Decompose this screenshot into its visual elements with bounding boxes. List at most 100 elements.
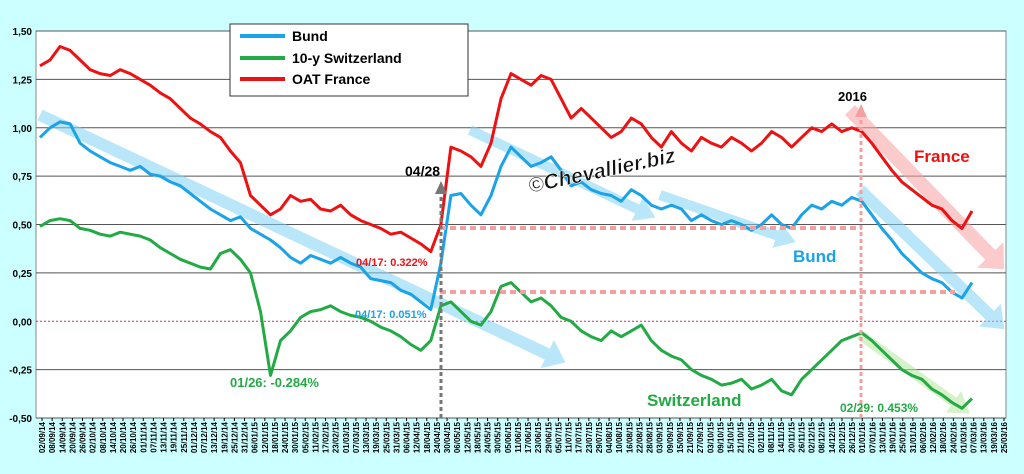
x-tick-label: 01/12/14 xyxy=(190,421,199,453)
x-tick-label: 18/04/15 xyxy=(423,421,432,453)
x-tick-label: 01/11/14 xyxy=(139,421,148,452)
date-marker-arrow xyxy=(435,181,447,194)
legend: Bund 10-y Switzerland OAT France xyxy=(229,23,469,97)
x-tick-label: 13/11/14 xyxy=(160,421,169,452)
trend-arrow-head xyxy=(979,304,1005,330)
x-tick-label: 18/05/15 xyxy=(473,421,482,453)
x-tick-label: 29/07/15 xyxy=(595,421,604,453)
bund-label: Bund xyxy=(793,247,836,266)
x-tick-label: 14/10/14 xyxy=(109,421,118,453)
series-line-1 xyxy=(39,217,974,410)
x-tick-label: 06/04/15 xyxy=(403,421,412,453)
x-tick-label: 06/01/15 xyxy=(251,421,260,453)
x-tick-label: 05/02/15 xyxy=(301,421,310,453)
x-tick-label: 25/12/14 xyxy=(230,421,239,453)
x-tick-label: 31/03/15 xyxy=(392,421,401,453)
x-tick-label: 05/07/15 xyxy=(554,421,563,453)
france-label: France xyxy=(914,147,970,166)
x-tick-label: 30/01/15 xyxy=(291,421,300,453)
x-tick-label: 03/09/15 xyxy=(656,421,665,453)
x-tick-label: 08/12/15 xyxy=(818,421,827,453)
x-tick-label: 20/10/14 xyxy=(119,421,128,453)
x-tick-label: 25/03/15 xyxy=(382,421,391,453)
x-tick-label: 24/02/16 xyxy=(949,421,958,453)
x-tick-label: 07/03/15 xyxy=(352,421,361,453)
x-tick-label: 10/08/15 xyxy=(615,421,624,453)
trend-arrow-shaft xyxy=(844,105,996,260)
trend-arrow-head xyxy=(540,339,566,369)
x-tick-label: 22/08/15 xyxy=(635,421,644,453)
x-tick-label: 23/06/15 xyxy=(534,421,543,453)
series-line-0 xyxy=(38,120,974,312)
x-tick-label: 11/02/15 xyxy=(311,421,320,452)
x-tick-label: 07/12/14 xyxy=(200,421,209,453)
x-tick-label: 17/07/15 xyxy=(575,421,584,453)
x-tick-label: 06/02/16 xyxy=(919,421,928,453)
x-tick-label: 07/11/14 xyxy=(149,421,158,452)
x-tick-label: 26/10/14 xyxy=(129,421,138,453)
x-tick-label: 14/09/14 xyxy=(58,421,67,453)
swiss-low2-annotation: 02/29: 0.453% xyxy=(840,401,918,415)
year-annotation: 2016 xyxy=(838,89,867,104)
x-tick-label: 13/03/16 xyxy=(980,421,989,453)
grid xyxy=(36,30,1006,419)
x-tick-label: 13/01/16 xyxy=(878,421,887,453)
x-tick-label: 24/05/15 xyxy=(484,421,493,453)
x-tick-label: 23/02/15 xyxy=(332,421,341,453)
x-tick-label: 12/04/15 xyxy=(413,421,422,453)
x-tick-label: 21/10/15 xyxy=(737,421,746,453)
x-tick-label: 19/03/15 xyxy=(372,421,381,453)
x-tick-label: 20/09/14 xyxy=(68,421,77,453)
x-tick-label: 12/05/15 xyxy=(463,421,472,453)
legend-label-france: OAT France xyxy=(292,71,371,87)
x-tick-label: 07/01/16 xyxy=(868,421,877,453)
x-tick-label: 08/09/14 xyxy=(48,421,57,453)
y-tick-label: 1,00 xyxy=(13,124,33,135)
year-marker-arrow xyxy=(855,104,867,117)
x-tick-label: 30/04/15 xyxy=(443,421,452,453)
x-tick-label: 11/06/15 xyxy=(514,421,523,452)
x-tick-label: 26/12/15 xyxy=(848,421,857,453)
y-axis: 1,50 1,25 1,00 0,75 0,50 0,25 0,00 -0,25 -0,50 xyxy=(9,27,32,425)
y-tick-label: 1,50 xyxy=(13,27,33,38)
series-line-2 xyxy=(39,45,974,254)
x-tick-label: 15/09/15 xyxy=(676,421,685,453)
x-tick-label: 20/12/15 xyxy=(838,421,847,453)
x-tick-label: 23/07/15 xyxy=(585,421,594,453)
legend-label-bund: Bund xyxy=(292,28,328,44)
x-tick-label: 02/12/15 xyxy=(808,421,817,453)
x-tick-label: 08/10/14 xyxy=(99,421,108,453)
x-tick-label: 29/06/15 xyxy=(544,421,553,453)
x-tick-label: 26/11/15 xyxy=(797,421,806,452)
trend-arrow-head xyxy=(631,197,656,221)
bund-low-annotation: 04/17: 0.051% xyxy=(355,309,427,321)
x-tick-label: 12/02/16 xyxy=(929,421,938,453)
x-tick-label: 28/08/15 xyxy=(646,421,655,453)
y-tick-label: 0,75 xyxy=(13,172,33,183)
x-tick-label: 05/06/15 xyxy=(504,421,513,453)
x-axis: 02/09/14 08/09/14 14/09/14 20/09/14 26/09/14… xyxy=(38,418,1009,453)
x-tick-label: 02/10/14 xyxy=(89,421,98,453)
oat-low-annotation: 04/17: 0.322% xyxy=(356,257,428,269)
x-tick-label: 01/03/16 xyxy=(959,421,968,453)
x-tick-label: 31/01/16 xyxy=(909,421,918,453)
x-tick-label: 01/01/16 xyxy=(858,421,867,453)
x-tick-label: 08/11/15 xyxy=(767,421,776,452)
x-tick-label: 18/02/16 xyxy=(939,421,948,453)
y-tick-label: 0,00 xyxy=(13,317,33,328)
x-tick-label: 21/09/15 xyxy=(686,421,695,453)
trend-arrow-shaft xyxy=(855,185,995,320)
x-tick-label: 26/09/14 xyxy=(79,421,88,453)
x-tick-label: 15/10/15 xyxy=(727,421,736,453)
x-tick-label: 25/03/16 xyxy=(1000,421,1009,453)
switzerland-label: Switzerland xyxy=(647,391,741,410)
x-tick-label: 31/12/14 xyxy=(241,421,250,453)
x-tick-label: 24/04/15 xyxy=(433,421,442,453)
x-tick-label: 07/03/16 xyxy=(970,421,979,453)
x-tick-label: 24/01/15 xyxy=(281,421,290,453)
y-tick-label: 0,25 xyxy=(13,269,33,280)
x-tick-label: 02/09/14 xyxy=(38,421,47,453)
x-tick-label: 27/10/15 xyxy=(747,421,756,453)
y-tick-label: -0,25 xyxy=(9,366,32,377)
